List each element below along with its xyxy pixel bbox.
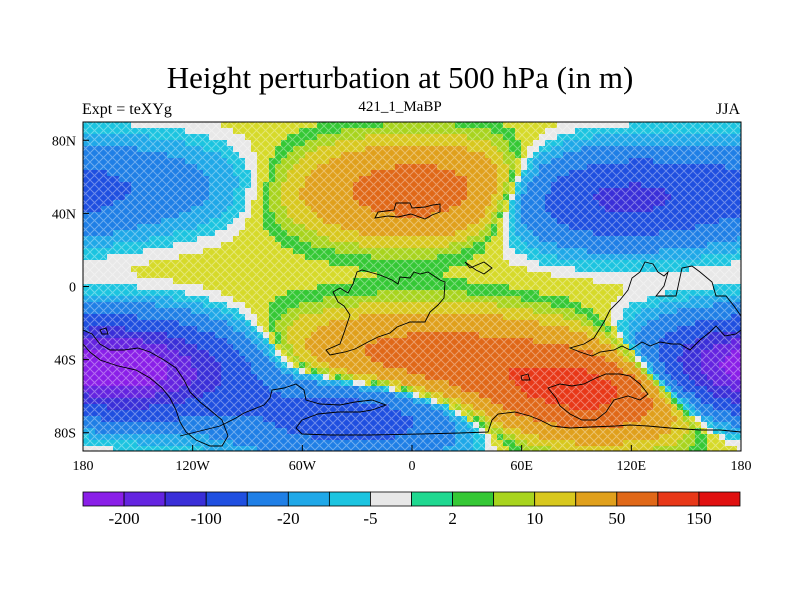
run-id-label: 421_1_MaBP bbox=[358, 99, 442, 115]
experiment-label: Expt = teXYg bbox=[82, 101, 172, 118]
map-title: Height perturbation at 500 hPa (in m) bbox=[166, 60, 634, 95]
season-label: JJA bbox=[715, 101, 740, 118]
